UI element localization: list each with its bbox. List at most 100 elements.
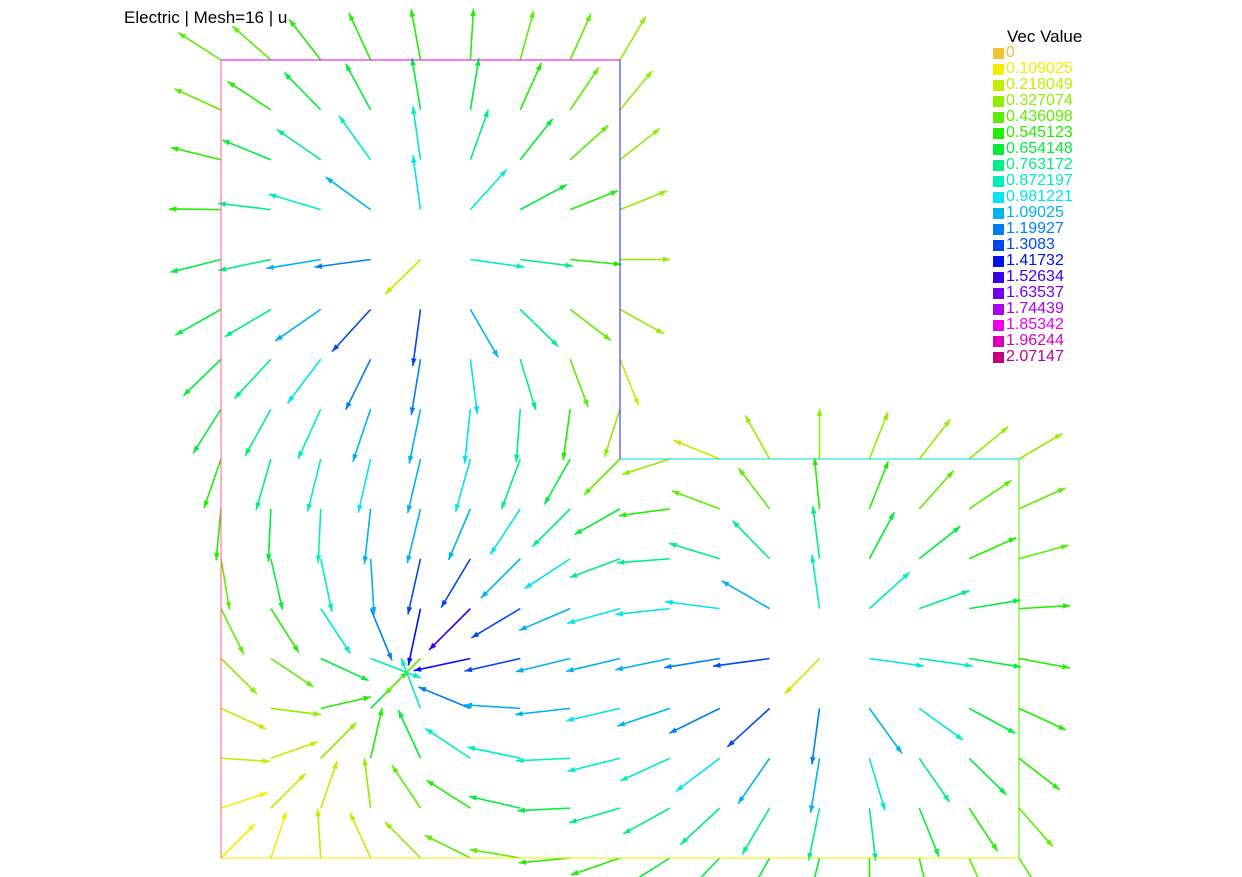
legend-swatch (993, 239, 1004, 251)
field-arrow (325, 176, 372, 211)
field-arrow (811, 505, 821, 559)
legend-swatch (993, 175, 1004, 187)
domain-boundary (220, 59, 1020, 859)
field-arrow (968, 426, 1009, 460)
legend-label: 1.41732 (1006, 252, 1064, 269)
field-arrow (518, 857, 571, 865)
legend-swatch (993, 207, 1004, 219)
field-arrow (968, 807, 999, 852)
field-arrow (418, 686, 471, 710)
field-arrow (1018, 544, 1069, 560)
field-arrow (428, 608, 471, 651)
field-arrow (500, 458, 521, 510)
field-arrow (384, 258, 422, 295)
field-arrow (383, 657, 422, 696)
field-arrow (868, 857, 871, 877)
field-arrow (270, 811, 288, 859)
field-arrow (668, 707, 721, 734)
field-arrow (721, 580, 771, 610)
field-arrow (519, 118, 554, 161)
field-arrow (173, 88, 222, 111)
field-arrow (345, 358, 372, 411)
legend-swatch (993, 159, 1004, 171)
field-arrow (567, 757, 621, 773)
legend-swatch (993, 47, 1004, 59)
field-arrow (370, 657, 422, 679)
field-arrow (480, 558, 521, 599)
field-arrow (868, 460, 890, 510)
field-arrow (469, 109, 490, 161)
field-arrow (569, 189, 619, 211)
field-arrow (615, 657, 671, 671)
field-arrow (270, 772, 307, 809)
field-arrow (574, 508, 621, 536)
field-arrow (519, 10, 535, 61)
field-arrow (489, 508, 521, 555)
field-arrow (638, 857, 671, 877)
field-arrow (868, 411, 889, 460)
field-arrow (391, 764, 422, 809)
field-arrow (409, 9, 422, 61)
field-arrow (671, 490, 721, 510)
field-arrow (519, 62, 543, 111)
field-arrow (297, 408, 322, 459)
legend-label: 1.63537 (1006, 284, 1064, 301)
legend-swatch (993, 271, 1004, 283)
field-arrow (569, 358, 589, 408)
field-arrow (620, 757, 671, 782)
field-arrow (464, 657, 521, 673)
field-arrow (454, 458, 472, 513)
field-arrow (968, 536, 1017, 560)
legend-entry: 1.3083 (993, 237, 1073, 253)
legend-entry: 0.436098 (993, 109, 1073, 125)
field-arrow (270, 608, 300, 654)
field-arrow (517, 807, 571, 814)
legend-entry: 1.85342 (993, 317, 1073, 333)
legend-entry: 1.63537 (993, 285, 1073, 301)
legend-entry: 1.19927 (993, 221, 1073, 237)
field-arrow (1018, 807, 1054, 848)
field-arrow (968, 707, 1016, 735)
field-arrow (244, 408, 272, 457)
legend-label: 1.74439 (1006, 300, 1064, 317)
legend-entry: 0.872197 (993, 173, 1073, 189)
field-arrow (270, 558, 284, 611)
field-arrow (177, 31, 222, 61)
field-arrow (338, 115, 372, 161)
field-arrow (369, 558, 377, 615)
field-arrow (1018, 757, 1061, 791)
field-arrow (868, 571, 911, 610)
field-arrow (270, 657, 315, 688)
field-arrow (620, 256, 671, 263)
field-arrow (369, 608, 393, 661)
field-arrow (566, 607, 621, 625)
plot-title: Electric | Mesh=16 | u (124, 8, 288, 27)
field-arrow (603, 408, 621, 458)
field-arrow (519, 308, 559, 348)
field-arrow (618, 508, 670, 518)
field-arrow (566, 707, 621, 722)
field-arrow (737, 757, 771, 805)
field-arrow (615, 607, 670, 617)
field-arrow (809, 758, 821, 813)
field-arrow (233, 358, 272, 400)
legend-entry: 0.218049 (993, 77, 1073, 93)
field-arrow (344, 63, 372, 111)
field-arrow (679, 807, 721, 846)
legend-label: 2.07147 (1006, 348, 1064, 365)
field-arrow (408, 408, 422, 464)
field-arrow (470, 607, 521, 639)
legend-swatch (993, 351, 1004, 363)
field-arrow (182, 358, 222, 397)
field-arrow (918, 807, 940, 857)
field-arrow (619, 70, 653, 111)
field-arrow (170, 258, 222, 274)
field-arrow (224, 308, 272, 338)
field-arrow (288, 18, 322, 61)
field-arrow (220, 757, 271, 764)
legend-label: 0.218049 (1006, 76, 1073, 93)
field-arrow (744, 414, 771, 460)
field-arrow (918, 525, 961, 560)
legend-label: 1.52634 (1006, 268, 1064, 285)
field-arrow (400, 657, 422, 709)
